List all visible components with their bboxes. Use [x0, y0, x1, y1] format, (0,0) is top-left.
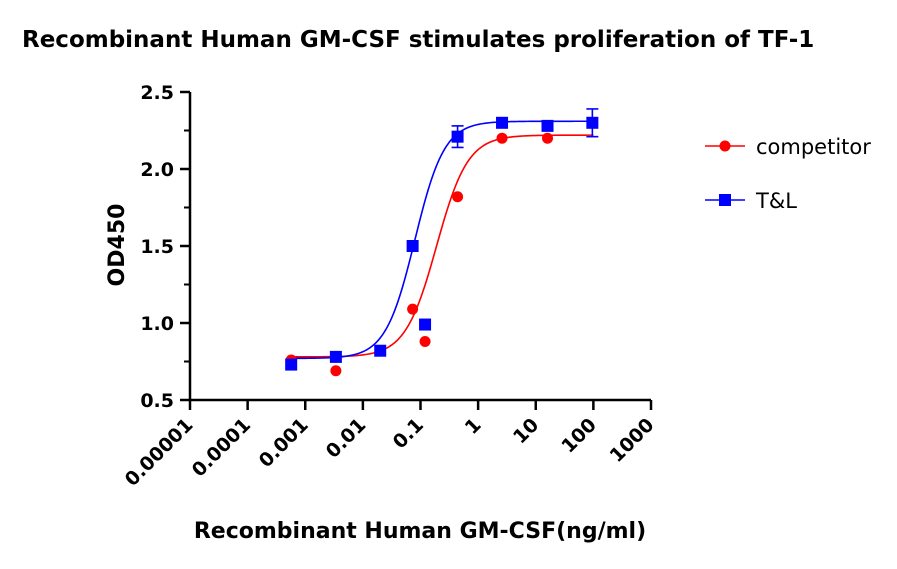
data-point-square — [374, 344, 387, 357]
y-axis-label: OD450 — [105, 204, 130, 287]
data-point-square — [541, 119, 554, 132]
x-tick-label: 0.001 — [255, 414, 313, 472]
data-point-circle — [452, 191, 464, 203]
data-point-square — [419, 318, 432, 331]
data-point-square — [586, 116, 599, 129]
y-tick-label: 1.5 — [140, 236, 174, 258]
legend-label: T&L — [755, 189, 797, 213]
data-point-square — [496, 116, 509, 129]
data-point-circle — [542, 132, 554, 144]
data-point-square — [285, 358, 298, 371]
data-points — [285, 108, 599, 377]
legend: competitor T&L — [705, 135, 871, 213]
x-tick-label: 1 — [461, 414, 486, 439]
y-tick-label: 0.5 — [140, 390, 174, 412]
x-tick-label: 0.1 — [389, 414, 428, 453]
data-point-square — [329, 350, 342, 363]
fit-curves — [287, 120, 594, 360]
x-tick-label: 0.00001 — [121, 414, 198, 491]
legend-marker-square — [719, 194, 731, 206]
data-point-square — [451, 130, 464, 143]
fit-curve — [287, 134, 594, 358]
y-tick-label: 2.5 — [140, 82, 174, 104]
data-point-circle — [496, 132, 508, 144]
y-tick-label: 1.0 — [140, 313, 174, 335]
data-point-circle — [407, 303, 419, 315]
data-point-circle — [330, 365, 342, 377]
data-point-square — [406, 240, 419, 252]
legend-marker-circle — [719, 140, 731, 152]
fit-curve — [287, 120, 594, 360]
x-axis-label: Recombinant Human GM-CSF(ng/ml) — [194, 519, 646, 544]
x-tick-label: 0.01 — [322, 414, 371, 463]
legend-label: competitor — [756, 135, 871, 159]
y-tick-label: 2.0 — [140, 159, 174, 181]
data-point-circle — [419, 335, 431, 347]
x-tick-label: 100 — [557, 414, 601, 458]
chart-title: Recombinant Human GM-CSF stimulates prol… — [22, 27, 814, 53]
x-tick-label: 10 — [509, 414, 543, 448]
x-tick-label: 0.0001 — [188, 414, 255, 481]
x-tick-label: 1000 — [606, 414, 659, 467]
